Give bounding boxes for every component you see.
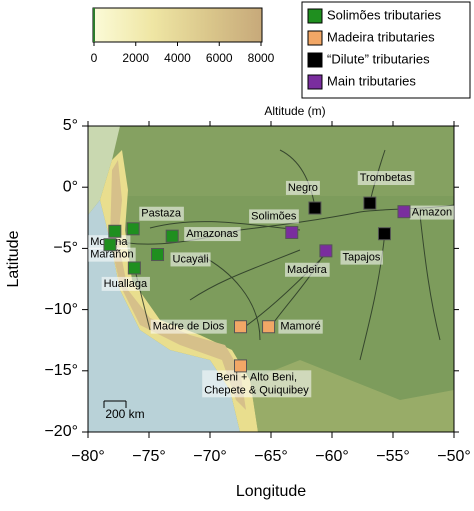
label-box (139, 206, 184, 221)
colorbar-tick-label: 2000 (122, 51, 149, 65)
site-label-text: Amazon (412, 207, 452, 219)
site-marker (126, 222, 140, 236)
legend-swatch (307, 8, 323, 24)
legend-label: Madeira tributaries (327, 29, 435, 44)
site-marker (234, 359, 247, 373)
site-label: Amazon (409, 205, 455, 220)
site-label: Tapajos (340, 250, 383, 265)
site-marker (151, 248, 165, 262)
site-label: Amazonas (184, 227, 241, 242)
label-box (285, 180, 320, 195)
site-label: Mamoré (278, 319, 323, 334)
legend-label: Main tributaries (327, 73, 416, 88)
label-box (150, 319, 227, 334)
legend-swatch (307, 52, 323, 68)
site-marker (363, 196, 377, 210)
colorbar-tick-label: 0 (91, 51, 98, 65)
site-label-text: Beni + Alto Beni, (216, 371, 297, 383)
site-label-text: Marañon (90, 249, 133, 261)
y-tick-label: −10° (44, 301, 78, 318)
colorbar-tick-label: 4000 (164, 51, 191, 65)
site-marker (262, 320, 276, 334)
label-box (184, 227, 241, 242)
site-label-text: Madeira (287, 264, 328, 276)
site-marker (108, 224, 122, 238)
site-label: Beni + Alto Beni,Chepete & Quiquibey (202, 370, 312, 398)
site-label: Huallaga (101, 276, 150, 291)
site-label-text: Trombetas (360, 172, 413, 184)
y-tick-label: 5° (63, 117, 78, 134)
site-label-text: Negro (288, 182, 318, 194)
legend-label: “Dilute” tributaries (327, 51, 430, 66)
legend-swatch (307, 74, 323, 90)
label-box (170, 252, 211, 267)
y-tick-label: 0° (63, 178, 78, 195)
site-marker (319, 244, 333, 258)
x-tick-label: −70° (193, 448, 227, 465)
legend-label: Solimões tributaries (327, 7, 442, 22)
site-label: Trombetas (357, 171, 415, 186)
site-marker (234, 320, 247, 334)
label-box (88, 247, 136, 262)
site-marker (308, 201, 322, 215)
site-marker (377, 227, 391, 241)
colorbar-tick-label: 6000 (206, 51, 233, 65)
site-label-text: Mamoré (280, 321, 320, 333)
scale-bar-label: 200 km (105, 407, 144, 421)
legend-swatch (307, 30, 323, 46)
x-tick-label: −80° (71, 448, 105, 465)
label-box (409, 205, 455, 220)
label-box (340, 250, 383, 265)
site-marker (397, 205, 411, 219)
label-box (202, 370, 312, 398)
legend (301, 1, 471, 99)
label-box (285, 262, 330, 277)
site-label: Madeira (285, 262, 330, 277)
site-marker (165, 229, 179, 243)
colorbar (92, 7, 263, 43)
site-marker (103, 238, 117, 252)
site-label-text: Huallaga (104, 278, 148, 290)
y-tick-label: −15° (44, 362, 78, 379)
site-label: Negro (285, 180, 320, 195)
x-tick-label: −65° (254, 448, 288, 465)
label-box (357, 171, 415, 186)
y-axis-label: Latitude (5, 230, 22, 287)
label-box (278, 319, 323, 334)
x-tick-label: −60° (315, 448, 349, 465)
x-tick-label: −75° (132, 448, 166, 465)
x-tick-label: −55° (376, 448, 410, 465)
y-tick-label: −20° (44, 423, 78, 440)
label-box (101, 276, 150, 291)
x-axis-label: Longitude (236, 483, 306, 500)
site-label-text: Amazonas (186, 228, 238, 240)
site-marker (285, 225, 299, 239)
site-label: Solimões (249, 209, 299, 224)
site-marker (127, 261, 141, 275)
site-label-text: Madre de Dios (153, 321, 225, 333)
label-box (249, 209, 299, 224)
colorbar-tick-label: 8000 (248, 51, 275, 65)
site-label: Pastaza (139, 206, 184, 221)
site-label: Marañon (88, 247, 136, 262)
site-label-text: Solimões (251, 210, 297, 222)
site-label-text: Ucayali (173, 253, 209, 265)
x-tick-label: −50° (437, 448, 471, 465)
site-label: Ucayali (170, 252, 211, 267)
site-label: Madre de Dios (150, 319, 227, 334)
colorbar-label: Altitude (m) (264, 104, 325, 118)
site-label-text: Pastaza (141, 208, 182, 220)
y-tick-label: −5° (53, 240, 78, 257)
site-label-text: Tapajos (342, 252, 380, 264)
site-label-text: Chepete & Quiquibey (204, 384, 309, 396)
